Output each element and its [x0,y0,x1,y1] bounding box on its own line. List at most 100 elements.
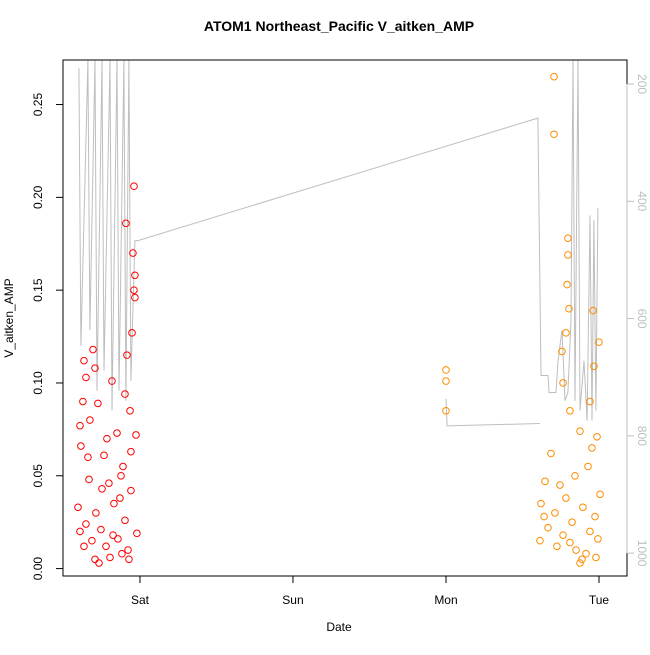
point [129,249,137,257]
point [559,531,567,539]
point [589,306,597,315]
point [551,509,559,517]
point [131,293,139,302]
point [563,280,571,289]
point [586,527,594,536]
point [566,407,574,415]
line [78,60,599,427]
point [100,451,108,460]
point [89,345,97,354]
x-tick-label: Mon [434,593,457,607]
point [108,377,116,385]
x-axis-label: Date [326,620,352,634]
point [595,338,603,346]
point [537,499,545,508]
y2-tick-label: 200 [635,74,649,94]
point [131,271,139,280]
point [442,366,450,374]
point [571,471,579,480]
point [572,546,580,554]
point [562,329,570,337]
point [103,434,111,443]
plot-frame [62,59,628,577]
point [596,490,604,499]
point [442,407,450,415]
point [80,542,88,551]
point [92,509,100,517]
point [588,444,596,452]
point [133,529,141,538]
point [127,447,135,456]
point [97,525,105,534]
point [442,377,450,385]
point [565,304,573,313]
y2-tick-label: 800 [635,426,649,446]
point [556,481,564,489]
point [95,559,103,567]
point [553,542,561,551]
point [550,130,558,139]
point [110,499,118,508]
point [121,516,129,525]
point [74,503,82,512]
point [576,427,584,436]
point [579,503,587,512]
point [117,471,125,480]
point [121,390,129,398]
plot-area [74,60,604,567]
point [85,475,93,484]
y2-tick-label: 400 [635,191,649,211]
point [564,251,572,259]
point [586,397,594,406]
point [547,449,555,458]
point [82,520,90,528]
point [124,546,132,554]
point [122,219,130,228]
point [564,234,572,242]
point [118,549,126,558]
point [102,542,110,551]
point [76,527,84,536]
point [584,462,592,471]
point [105,479,113,487]
y-tick-label: 0.20 [31,185,45,209]
point [80,356,88,365]
point [592,553,600,562]
point [591,512,599,521]
x-tick-label: Sun [282,593,303,607]
point [558,347,566,356]
point [544,523,552,532]
point [576,559,584,567]
y-tick-label: 0.15 [31,278,45,302]
point [116,494,124,502]
point [106,553,114,562]
point [109,531,117,539]
point [562,494,570,502]
point [536,536,544,545]
point [79,397,87,406]
point [540,512,548,521]
point [128,329,136,337]
point [84,453,92,462]
x-tick-label: Tue [589,593,610,607]
chart-title: ATOM1 Northeast_Pacific V_aitken_AMP [204,18,474,34]
point [98,484,106,493]
y-tick-label: 0.25 [31,93,45,117]
point [582,549,590,558]
point [76,421,84,430]
y-tick-label: 0.00 [31,557,45,581]
x-tick-label: Sat [131,593,150,607]
y2-tick-label: 600 [635,309,649,329]
point [559,379,567,387]
point [86,416,94,424]
point [566,538,574,547]
point [91,364,99,372]
point [568,518,576,526]
point [82,373,90,382]
point [114,535,122,543]
point [593,432,601,441]
point [94,399,102,408]
point [77,442,85,450]
point [132,431,140,439]
